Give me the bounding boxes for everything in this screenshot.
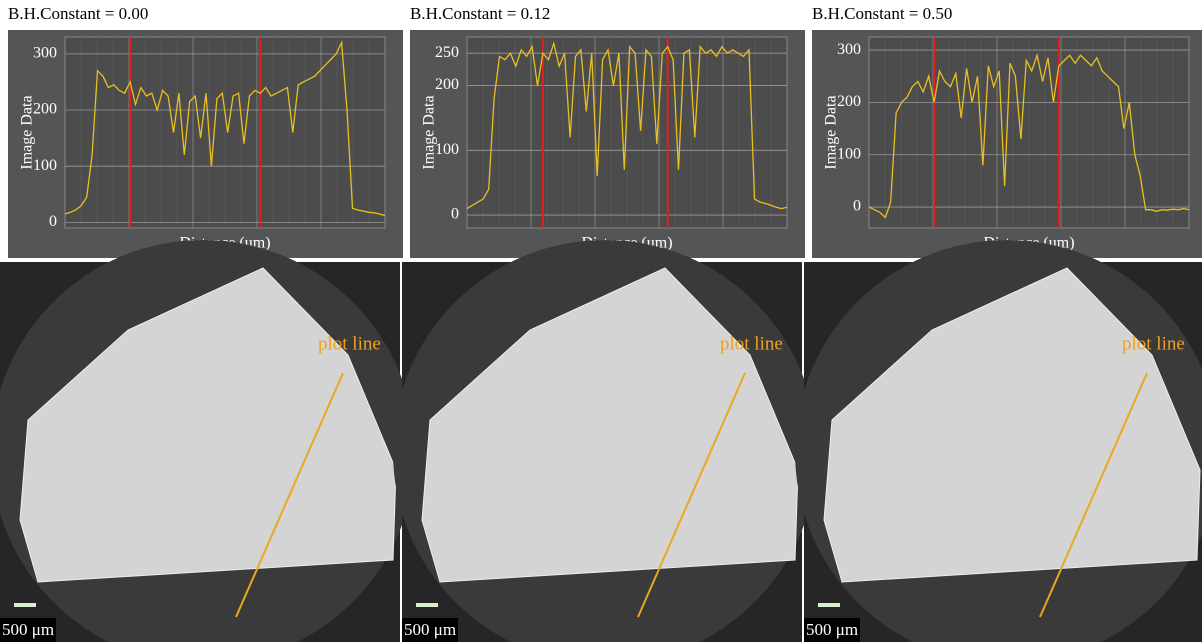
y-tick-label: 200 bbox=[435, 76, 459, 93]
plot-line-label: plot line bbox=[720, 333, 783, 354]
y-tick-label: 300 bbox=[33, 45, 57, 62]
y-tick-label: 100 bbox=[435, 141, 459, 158]
y-tick-label: 0 bbox=[853, 198, 861, 215]
figure: B.H.Constant = 0.000100200300Image DataD… bbox=[0, 0, 1202, 642]
y-axis-label: Image Data bbox=[421, 95, 438, 169]
y-tick-label: 200 bbox=[837, 93, 861, 110]
y-tick-label: 300 bbox=[837, 41, 861, 58]
chart-title: B.H.Constant = 0.50 bbox=[812, 4, 952, 23]
scale-label: 500 μm bbox=[404, 620, 456, 639]
scale-label: 500 μm bbox=[2, 620, 54, 639]
y-tick-label: 250 bbox=[435, 44, 459, 61]
chart-title: B.H.Constant = 0.12 bbox=[410, 4, 550, 23]
y-tick-label: 100 bbox=[33, 157, 57, 174]
y-tick-label: 200 bbox=[33, 101, 57, 118]
y-tick-label: 0 bbox=[451, 206, 459, 223]
chart-title: B.H.Constant = 0.00 bbox=[8, 4, 148, 23]
scale-label: 500 μm bbox=[806, 620, 858, 639]
y-axis-label: Image Data bbox=[19, 95, 36, 169]
scale-bar bbox=[14, 603, 36, 607]
y-tick-label: 100 bbox=[837, 145, 861, 162]
y-tick-label: 0 bbox=[49, 213, 57, 230]
scale-bar bbox=[818, 603, 840, 607]
plot-line-label: plot line bbox=[318, 333, 381, 354]
plot-line-label: plot line bbox=[1122, 333, 1185, 354]
y-axis-label: Image Data bbox=[823, 95, 840, 169]
scale-bar bbox=[416, 603, 438, 607]
